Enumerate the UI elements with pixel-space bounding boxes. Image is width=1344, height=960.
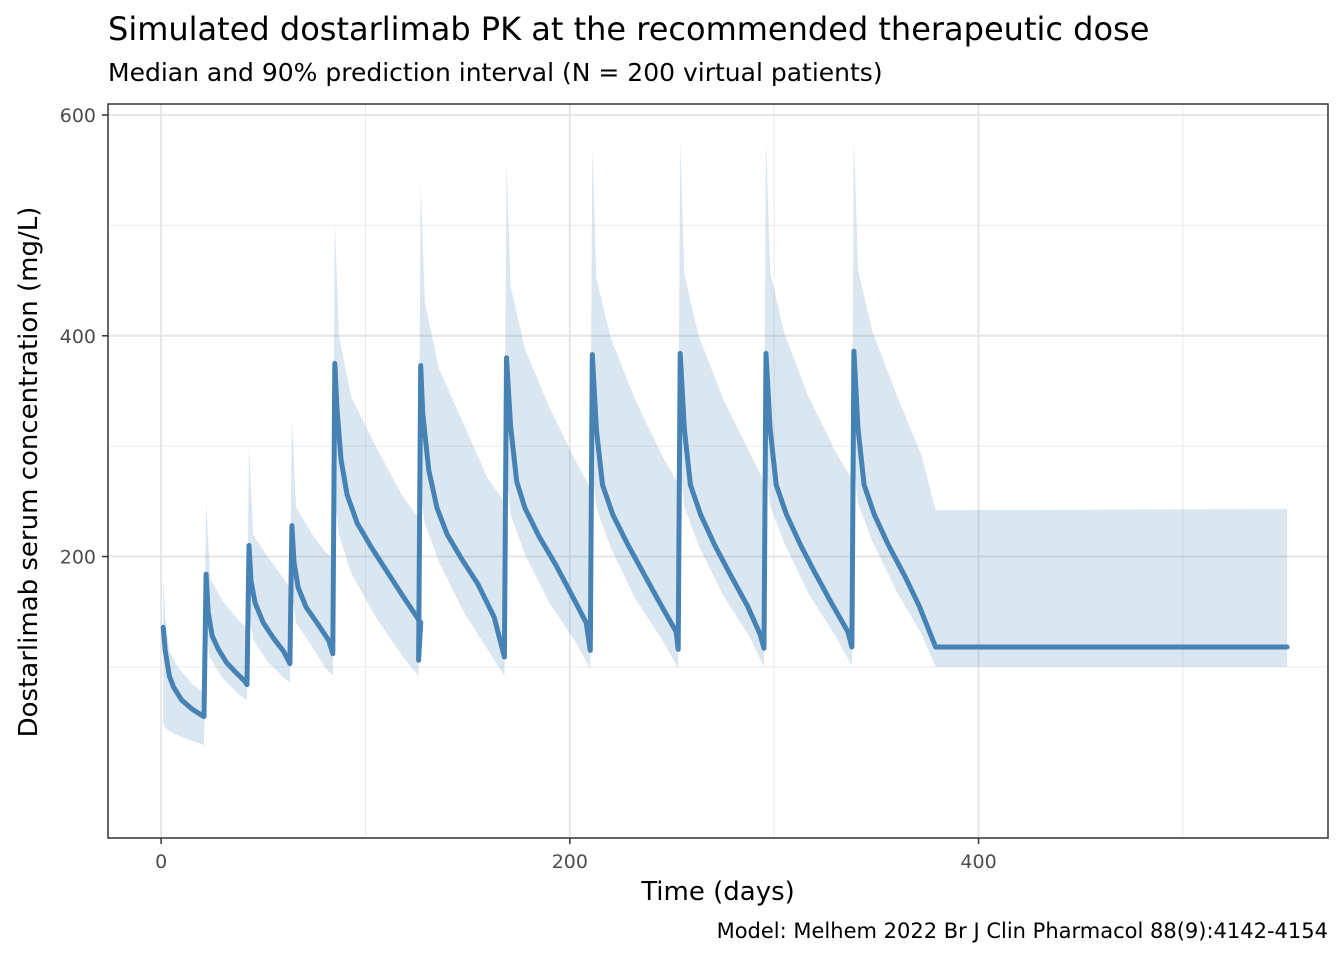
x-tick-label: 400 [960,851,996,873]
prediction-interval-layer [163,137,1288,746]
y-tick-label: 600 [60,105,96,127]
x-tick-label: 200 [552,851,588,873]
prediction-interval-band [163,137,1288,746]
panel-border [107,103,1329,839]
median-line-layer [160,348,1290,720]
x-axis-title: Time (days) [640,877,795,907]
y-axis-title: Dostarlimab serum concentration (mg/L) [14,207,44,738]
chart-subtitle: Median and 90% prediction interval (N = … [108,58,883,87]
model-caption: Model: Melhem 2022 Br J Clin Pharmacol 8… [716,919,1328,943]
axis-ticks: 0 200 400 200 400 600 [60,105,997,873]
x-tick-label: 0 [155,851,167,873]
y-tick-label: 400 [60,326,96,348]
median-line [160,348,1290,720]
y-tick-label: 200 [60,547,96,569]
minor-gridlines [108,104,1328,838]
major-gridlines [108,104,1328,838]
chart-title: Simulated dostarlimab PK at the recommen… [108,10,1150,48]
